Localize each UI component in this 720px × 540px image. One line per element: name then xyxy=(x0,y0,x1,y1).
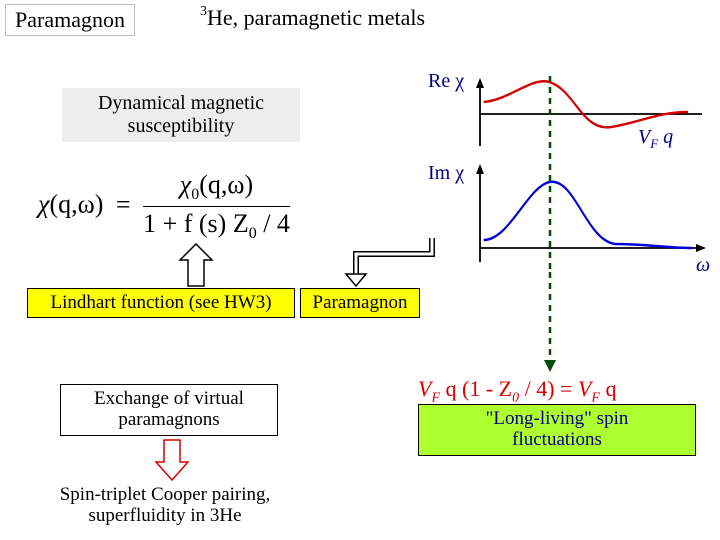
chi-symbol: χ xyxy=(38,190,49,219)
dash-to-equation xyxy=(410,272,710,376)
label-re-text: Re χ xyxy=(428,70,464,92)
title-context: 3He, paramagnetic metals xyxy=(200,4,480,32)
box-spintriplet: Spin-triplet Cooper pairing, superfluidi… xyxy=(25,482,305,530)
bracket-arrowhead xyxy=(346,274,366,286)
chi-equation: χ(q,ω) = χ0(q,ω) 1 + f (s) Z0 / 4 xyxy=(38,170,290,243)
vfq-lhs-tail: q (1 - Z xyxy=(440,376,512,401)
vfq-rhs-v: V xyxy=(578,376,591,401)
title-context-main: He, paramagnetic metals xyxy=(207,5,425,31)
im-curve xyxy=(484,182,692,248)
vfq-mid: / 4) = xyxy=(519,376,578,401)
re-curve xyxy=(484,81,688,127)
label-vfq-v: V xyxy=(638,126,650,148)
chi-den-sub: 0 xyxy=(249,225,257,242)
label-re: Re χ xyxy=(428,70,464,93)
dyn-susc-text: Dynamical magnetic susceptibility xyxy=(98,92,264,138)
title-context-sup: 3 xyxy=(200,4,207,20)
chi-numerator: χ0(q,ω) xyxy=(143,170,290,207)
longliving-text: "Long-living" spin fluctuations xyxy=(486,409,629,451)
chi-den-main: 1 + f (s) Z xyxy=(143,209,249,238)
box-longliving: "Long-living" spin fluctuations xyxy=(418,404,696,456)
axis-y-re-arrow xyxy=(476,78,484,88)
vfq-equation: VF q (1 - Z0 / 4) = VF q xyxy=(418,376,616,406)
lindhart-text: Lindhart function (see HW3) xyxy=(50,292,271,314)
axis-x-im-arrow xyxy=(696,244,706,252)
arrow-down-shape xyxy=(156,440,188,480)
chi-fraction: χ0(q,ω) 1 + f (s) Z0 / 4 xyxy=(143,170,290,243)
label-im: Im χ xyxy=(428,162,464,185)
susceptibility-graph: Re χ Im χ VF q ω xyxy=(410,72,710,272)
arrow-up-lindhart xyxy=(176,242,216,288)
arrow-up-shape xyxy=(180,244,212,286)
chi-eq: = xyxy=(110,190,137,219)
chi-lhs: χ(q,ω) = xyxy=(38,190,143,219)
axis-y-im-arrow xyxy=(476,164,484,174)
exchange-text: Exchange of virtual paramagnons xyxy=(94,389,244,431)
chi-denominator: 1 + f (s) Z0 / 4 xyxy=(143,207,290,243)
label-vfq-sub: F xyxy=(650,136,658,151)
paramagnon-mid-text: Paramagnon xyxy=(313,292,408,314)
chi-num-chi: χ xyxy=(180,170,191,199)
chi-den-tail: / 4 xyxy=(257,209,290,238)
arrow-down-exchange xyxy=(152,438,192,482)
label-vfq: VF q xyxy=(638,126,673,152)
vfq-rhs-tail: q xyxy=(600,376,617,401)
chi-args: (q,ω) xyxy=(49,190,103,219)
bracket-inner xyxy=(356,238,432,278)
dash-arrowhead xyxy=(544,360,556,372)
vfq-lhs-v: V xyxy=(418,376,431,401)
label-im-text: Im χ xyxy=(428,162,464,184)
title-paramagnon: Paramagnon xyxy=(5,4,135,36)
title-paramagnon-text: Paramagnon xyxy=(15,7,125,33)
chi-num-args: (q,ω) xyxy=(199,170,253,199)
label-vfq-tail: q xyxy=(658,126,673,148)
spintriplet-text: Spin-triplet Cooper pairing, superfluidi… xyxy=(60,485,271,527)
box-lindhart: Lindhart function (see HW3) xyxy=(27,288,295,318)
arrow-bracket xyxy=(336,232,446,288)
bracket-outer xyxy=(356,238,432,278)
box-paramagnon-mid: Paramagnon xyxy=(300,288,420,318)
box-exchange: Exchange of virtual paramagnons xyxy=(60,384,278,436)
box-dyn-susceptibility: Dynamical magnetic susceptibility xyxy=(62,88,300,142)
